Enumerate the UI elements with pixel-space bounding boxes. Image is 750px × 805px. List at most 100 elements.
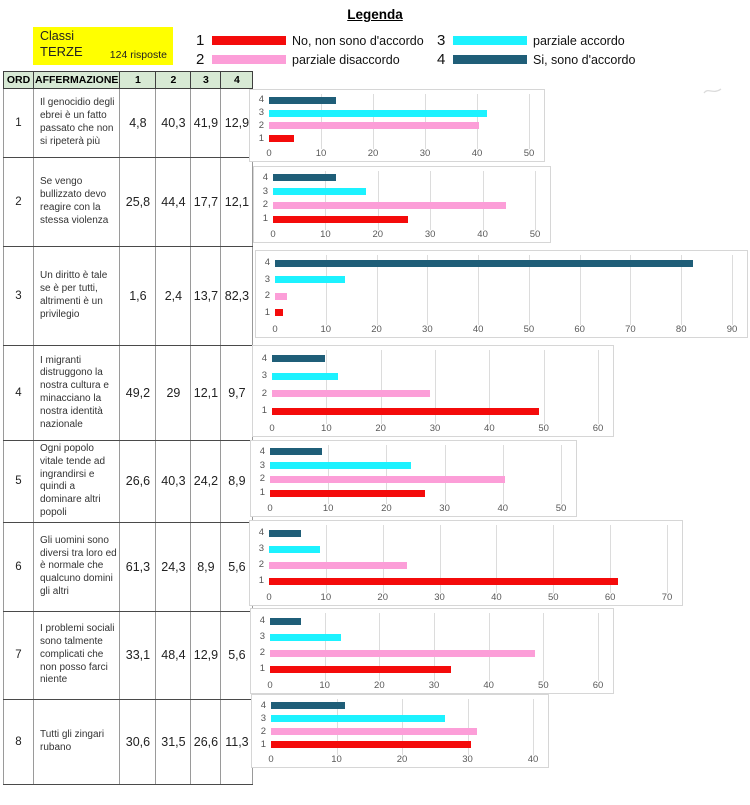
x-axis-tick-label: 20 [374, 680, 385, 691]
x-axis-tick-label: 0 [267, 680, 273, 691]
bar-answer-3 [272, 372, 338, 380]
gridline [630, 255, 632, 325]
x-axis-tick-label: 30 [428, 680, 440, 691]
table-row: 6 Gli uomini sono diversi tra loro ed è n… [3, 521, 254, 612]
table-row: 1 Il genocidio degli ebrei è un fatto pas… [3, 88, 254, 158]
gridline [543, 350, 545, 424]
gridline [382, 525, 384, 593]
value-cell-2: 48,4 [155, 610, 192, 700]
ord-cell: 6 [3, 521, 34, 612]
x-axis-tick-label: 0 [269, 423, 275, 434]
gridline [336, 699, 338, 755]
x-axis-tick-label: 20 [375, 423, 386, 434]
x-axis-tick-label: 30 [439, 503, 450, 514]
value-cell-4: 12,9 [220, 88, 254, 158]
column-header-affermazione: AFFERMAZIONE [32, 71, 121, 89]
legend-key-number: 3 [437, 32, 446, 49]
ord-cell: 8 [3, 698, 34, 785]
value-cell-3: 41,9 [190, 88, 222, 158]
legend-item-2: 2 parziale disaccordo [196, 50, 424, 69]
bar-answer-1 [270, 489, 425, 497]
statement-cell: Ogni popolo vitale tende ad ingrandirsi … [32, 440, 121, 523]
x-axis-tick-label: 30 [422, 324, 433, 335]
category-label: 1 [260, 738, 266, 750]
value-cell-1: 25,8 [119, 157, 157, 247]
x-axis-tick-label: 40 [471, 148, 483, 159]
x-axis-tick-label: 30 [424, 229, 436, 240]
gridline [325, 525, 327, 593]
legend-key-number: 1 [196, 32, 205, 49]
bar-answer-3 [269, 545, 320, 553]
scan-artifact-mark [703, 88, 722, 94]
value-cell-1: 1,6 [119, 246, 157, 346]
value-cell-1: 49,2 [119, 345, 157, 441]
x-axis-tick-label: 50 [547, 592, 559, 603]
bar-answer-1 [271, 741, 472, 748]
x-axis-tick-label: 0 [272, 324, 278, 335]
category-label: 2 [259, 647, 265, 658]
value-cell-3: 12,9 [190, 610, 222, 700]
column-header-3: 3 [190, 71, 222, 89]
bar-answer-4 [272, 355, 325, 363]
x-axis-tick-label: 40 [497, 503, 509, 514]
table-row: 3 Un diritto è tale se è per tutti, altri… [3, 246, 254, 346]
x-axis-tick-label: 50 [538, 423, 549, 434]
bar-answer-2 [269, 122, 479, 130]
value-cell-1: 26,6 [119, 440, 157, 523]
value-cell-3: 8,9 [190, 521, 222, 612]
gridline [324, 613, 326, 681]
bar-answer-2 [270, 475, 505, 483]
bar-answer-3 [270, 633, 341, 641]
category-label: 4 [259, 445, 265, 457]
value-cell-4: 9,7 [220, 345, 254, 441]
x-axis-tick-label: 20 [396, 754, 408, 765]
bar-answer-1 [273, 215, 409, 223]
gridline [502, 445, 504, 504]
statement-cell: Se vengo bullizzato devo reagire con la … [32, 157, 121, 247]
x-axis-tick-label: 40 [477, 229, 488, 240]
gridline [377, 171, 379, 230]
category-label: 2 [259, 473, 265, 485]
gridline [328, 445, 330, 504]
category-label: 3 [259, 459, 265, 471]
value-cell-2: 40,3 [155, 440, 192, 523]
ord-cell: 4 [3, 345, 34, 441]
x-axis-tick-label: 10 [319, 680, 330, 691]
category-label: 3 [261, 370, 267, 382]
ord-cell: 7 [3, 610, 34, 700]
gridline [425, 94, 426, 149]
x-axis-tick-label: 40 [483, 680, 494, 691]
legend-column-right: 3 parziale accordo 4 Si, sono d'accordo [437, 31, 635, 69]
legend-item-label: No, non sono d'accordo [292, 33, 424, 48]
statement-cell: Un diritto è tale se è per tutti, altrim… [32, 246, 121, 346]
x-axis-tick-label: 50 [555, 503, 567, 514]
gridline [732, 255, 733, 325]
bar-answer-4 [273, 174, 337, 182]
category-label: 2 [260, 725, 266, 737]
legend-key-number: 4 [437, 51, 446, 68]
category-label: 2 [258, 119, 264, 131]
bar-answer-4 [271, 702, 345, 709]
table-row: 8 Tutti gli zingari rubano 30,6 31,5 26,6 11,… [3, 698, 254, 785]
x-axis-tick-label: 40 [484, 423, 495, 434]
x-axis-tick-label: 0 [267, 503, 273, 514]
value-cell-4: 82,3 [220, 246, 254, 346]
value-cell-3: 26,6 [190, 698, 222, 785]
gridline [402, 699, 403, 755]
x-axis-tick-label: 0 [268, 754, 274, 765]
category-label: 2 [264, 290, 270, 302]
row-2-bar-chart: 4 3 2 1 0 10 20 30 40 50 [253, 166, 551, 243]
category-label: 3 [264, 273, 270, 285]
ord-cell: 3 [3, 246, 34, 346]
gridline [376, 255, 378, 325]
category-label: 4 [259, 615, 265, 626]
value-cell-2: 24,3 [155, 521, 192, 612]
responses-count: 124 risposte [109, 49, 167, 61]
bar-answer-3 [270, 462, 411, 470]
x-axis-tick-label: 10 [315, 148, 327, 159]
x-axis-tick-label: 20 [372, 229, 384, 240]
value-cell-4: 12,1 [220, 157, 254, 247]
category-label: 3 [262, 185, 268, 197]
value-cell-2: 31,5 [155, 698, 192, 785]
